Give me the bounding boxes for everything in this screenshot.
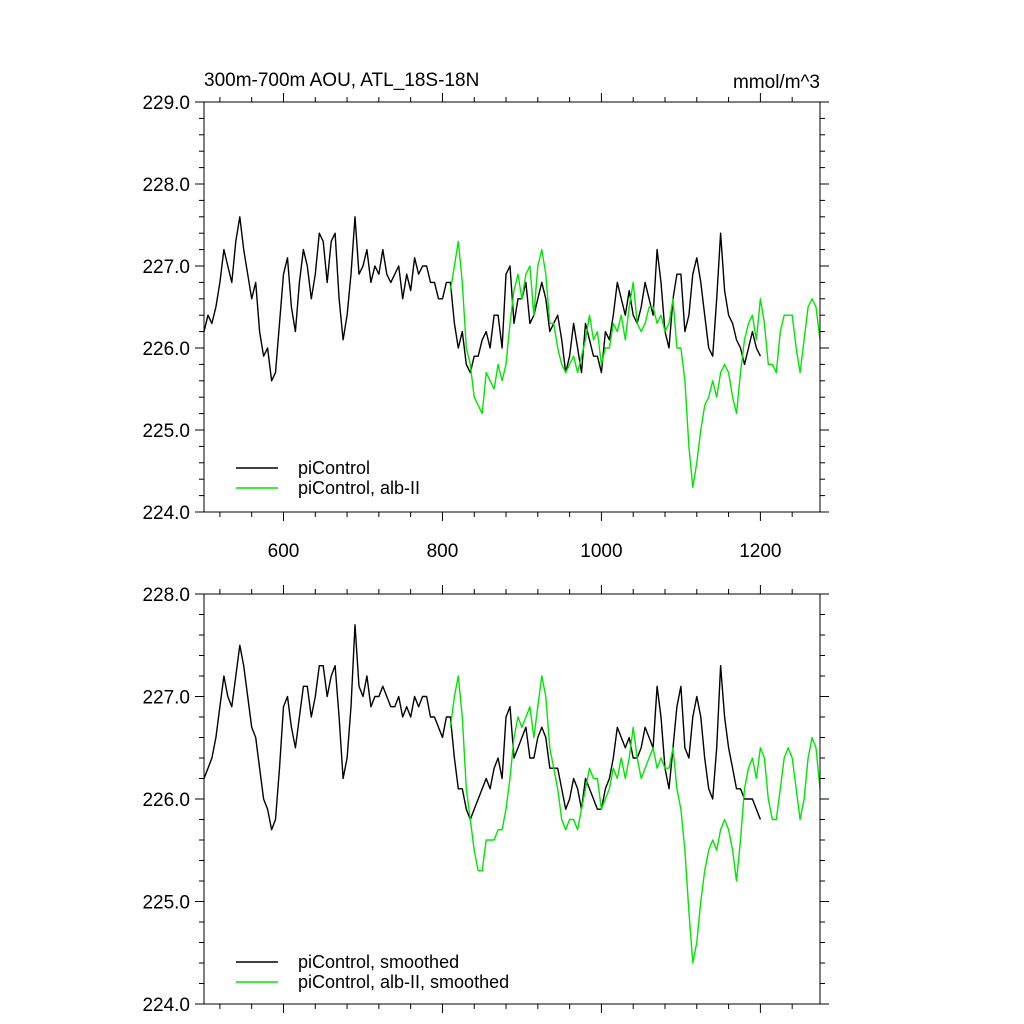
tick-labels-raw: 224.0 225.0 226.0 227.0 228.0 229.0 600 800 1000… bbox=[142, 93, 781, 562]
x-tick-label: 1000 bbox=[580, 541, 622, 562]
series-line-smoothed-0 bbox=[203, 624, 762, 831]
series-line-raw-1 bbox=[449, 240, 821, 489]
legend-label-raw-0: piControl bbox=[298, 458, 370, 478]
legend-label-smoothed-1: piControl, alb-II, smoothed bbox=[298, 972, 509, 992]
y-tick-label: 229.0 bbox=[142, 93, 190, 114]
legend-label-smoothed-0: piControl, smoothed bbox=[298, 952, 459, 972]
tick-labels-smoothed: 224.0 225.0 226.0 227.0 228.0 bbox=[142, 585, 190, 1016]
x-tick-label: 1200 bbox=[739, 541, 781, 562]
y-tick-label: 228.0 bbox=[142, 585, 190, 606]
x-tick-label: 800 bbox=[427, 541, 459, 562]
tick-marks-raw bbox=[195, 93, 829, 521]
plot-frame-raw bbox=[203, 101, 821, 513]
series-line-raw-0 bbox=[203, 216, 762, 382]
chart-title: 300m-700m AOU, ATL_18S-18N bbox=[204, 70, 479, 91]
y-tick-label: 226.0 bbox=[142, 790, 190, 811]
series-layer-raw bbox=[203, 216, 821, 489]
panel-smoothed: 224.0 225.0 226.0 227.0 228.0 piControl, smo… bbox=[142, 585, 829, 1016]
x-tick-label: 600 bbox=[268, 541, 300, 562]
tick-marks-smoothed bbox=[195, 585, 829, 1013]
series-line-smoothed-1 bbox=[449, 675, 821, 964]
y-tick-label: 227.0 bbox=[142, 257, 190, 278]
legend-label-raw-1: piControl, alb-II bbox=[298, 478, 420, 498]
y-tick-label: 224.0 bbox=[142, 995, 190, 1016]
y-tick-label: 228.0 bbox=[142, 175, 190, 196]
y-tick-label: 227.0 bbox=[142, 688, 190, 709]
y-tick-label: 226.0 bbox=[142, 339, 190, 360]
y-tick-label: 224.0 bbox=[142, 503, 190, 524]
units-label: mmol/m^3 bbox=[733, 72, 820, 93]
series-layer-smoothed bbox=[203, 624, 821, 964]
y-tick-label: 225.0 bbox=[142, 421, 190, 442]
plot-frame-smoothed bbox=[203, 593, 821, 1005]
panel-raw: 224.0 225.0 226.0 227.0 228.0 229.0 600 800 1000… bbox=[142, 93, 829, 562]
y-tick-label: 225.0 bbox=[142, 893, 190, 914]
